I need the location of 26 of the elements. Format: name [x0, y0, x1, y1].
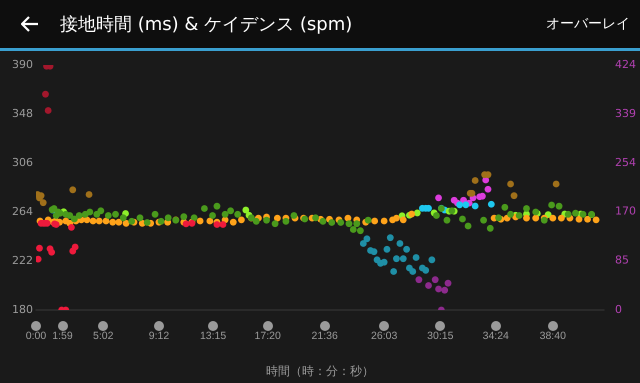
- x-tick-label: 34:24: [482, 330, 510, 342]
- y-tick-label: 390: [12, 58, 33, 71]
- y2-tick-label: 339: [615, 106, 636, 120]
- y2-tick-label: 85: [615, 254, 629, 267]
- text: オーバーレイ: [546, 15, 630, 33]
- x-tick-label: 30:15: [427, 330, 454, 342]
- y-tick-label: 180: [12, 302, 33, 316]
- x-tick-label: 1:59: [52, 330, 73, 342]
- y2-tick-label: 254: [615, 156, 636, 170]
- y-tick-label: 264: [12, 204, 33, 218]
- y2-tick-label: 424: [615, 58, 636, 71]
- x-axis-title: 時間（時：分：秒）: [266, 364, 374, 378]
- x-tick-label: 17:20: [254, 330, 281, 342]
- y2-tick-label: 0: [615, 302, 622, 316]
- chart-title: 接地時間 (ms) & ケイデンス (spm): [60, 13, 354, 36]
- y2-tick-label: 170: [615, 204, 636, 218]
- x-tick-label: 0:00: [26, 330, 46, 342]
- x-tick-label: 26:03: [371, 330, 398, 342]
- x-tick-label: 13:15: [200, 330, 226, 342]
- x-tick-label: 5:02: [93, 330, 114, 342]
- x-tick-label: 9:12: [148, 330, 170, 342]
- x-tick-label: 21:36: [312, 330, 338, 342]
- x-tick-label: 38:40: [540, 330, 566, 342]
- y-tick-label: 222: [12, 254, 33, 267]
- y-tick-label: 306: [12, 156, 33, 169]
- y-tick-label: 348: [12, 106, 33, 120]
